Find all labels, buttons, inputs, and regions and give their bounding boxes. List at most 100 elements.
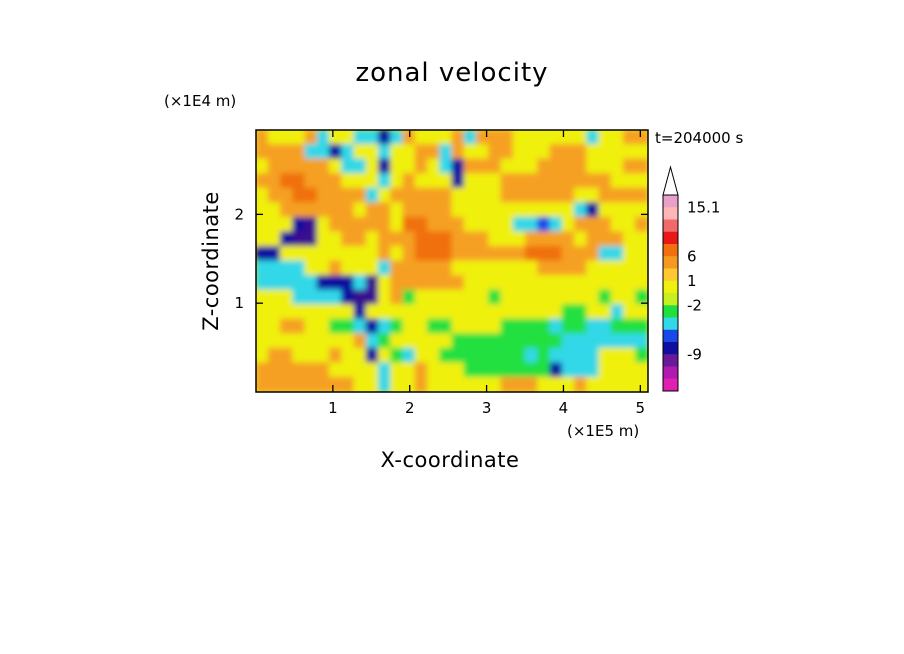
field-cell — [623, 130, 637, 146]
field-cell — [586, 158, 600, 175]
colorbar-swatch — [663, 317, 678, 331]
field-cell — [525, 289, 539, 306]
field-cell — [329, 202, 343, 218]
field-cell — [304, 202, 318, 218]
field-cell — [451, 187, 465, 204]
field-cell — [586, 347, 600, 364]
field-cell — [610, 318, 624, 335]
field-cell — [476, 362, 490, 378]
field-cell — [500, 231, 514, 247]
field-cell — [256, 144, 269, 160]
field-cell — [561, 158, 575, 175]
field-cell — [365, 216, 379, 233]
field-cell — [316, 260, 330, 277]
field-cell — [378, 144, 392, 160]
field-cell — [512, 202, 526, 218]
field-cell — [561, 173, 575, 189]
field-cell — [304, 130, 318, 146]
field-cell — [402, 260, 416, 277]
field-cell — [427, 347, 441, 364]
field-cell — [402, 173, 416, 189]
field-cell — [292, 318, 306, 335]
field-cell — [365, 275, 379, 291]
y-axis-unit: (×1E4 m) — [164, 92, 237, 110]
field-cell — [439, 333, 453, 349]
field-cell — [476, 260, 490, 277]
field-cell — [427, 333, 441, 349]
field-cell — [635, 304, 648, 320]
field-cell — [280, 362, 294, 378]
field-cell — [280, 376, 294, 392]
field-cell — [280, 144, 294, 160]
field-cell — [378, 130, 392, 146]
field-cell — [267, 245, 281, 262]
field-cell — [365, 245, 379, 262]
field-cell — [353, 275, 367, 291]
field-cell — [402, 158, 416, 175]
field-cell — [267, 289, 281, 306]
field-cell — [414, 216, 428, 233]
field-cell — [488, 260, 502, 277]
field-cell — [537, 173, 551, 189]
field-cell — [635, 216, 648, 233]
field-cell — [451, 158, 465, 175]
field-cell — [623, 158, 637, 175]
colorbar-swatch — [663, 231, 678, 245]
field-cell — [463, 144, 477, 160]
field-cell — [488, 187, 502, 204]
field-cell — [414, 260, 428, 277]
field-cell — [365, 376, 379, 392]
field-cell — [439, 362, 453, 378]
colorbar-swatch — [663, 207, 678, 220]
field-cell — [500, 144, 514, 160]
field-cell — [525, 231, 539, 247]
field-cell — [329, 362, 343, 378]
field-cell — [561, 376, 575, 392]
field-cell — [378, 173, 392, 189]
field-cell — [512, 130, 526, 146]
field-cell — [451, 245, 465, 262]
field-cell — [414, 245, 428, 262]
field-cell — [476, 173, 490, 189]
field-cell — [512, 260, 526, 277]
field-cell — [574, 144, 588, 160]
field-cell — [256, 216, 269, 233]
y-axis-ticks: 12 — [234, 205, 648, 312]
field-cell — [488, 231, 502, 247]
field-cell — [476, 289, 490, 306]
field-cell — [267, 216, 281, 233]
field-cell — [378, 376, 392, 392]
field-cell — [267, 333, 281, 349]
field-cell — [341, 275, 355, 291]
field-cell — [451, 231, 465, 247]
field-cell — [378, 275, 392, 291]
field-cell — [402, 245, 416, 262]
colorbar-swatch — [663, 342, 678, 355]
field-cell — [549, 376, 563, 392]
y-tick-label: 2 — [234, 205, 244, 223]
field-cell — [476, 318, 490, 335]
field-cell — [292, 187, 306, 204]
field-cell — [561, 362, 575, 378]
field-cell — [549, 245, 563, 262]
field-cell — [574, 260, 588, 277]
field-cell — [610, 289, 624, 306]
field-cell — [256, 289, 269, 306]
field-cell — [561, 202, 575, 218]
field-cell — [341, 347, 355, 364]
field-cell — [256, 318, 269, 335]
field-cell — [537, 333, 551, 349]
field-cell — [537, 245, 551, 262]
field-cell — [267, 376, 281, 392]
field-cell — [304, 376, 318, 392]
field-cell — [525, 275, 539, 291]
field-cell — [390, 173, 404, 189]
field-cell — [463, 158, 477, 175]
field-cell — [329, 231, 343, 247]
field-cell — [304, 275, 318, 291]
field-cell — [635, 202, 648, 218]
field-cell — [623, 289, 637, 306]
field-cell — [537, 289, 551, 306]
field-cell — [463, 275, 477, 291]
